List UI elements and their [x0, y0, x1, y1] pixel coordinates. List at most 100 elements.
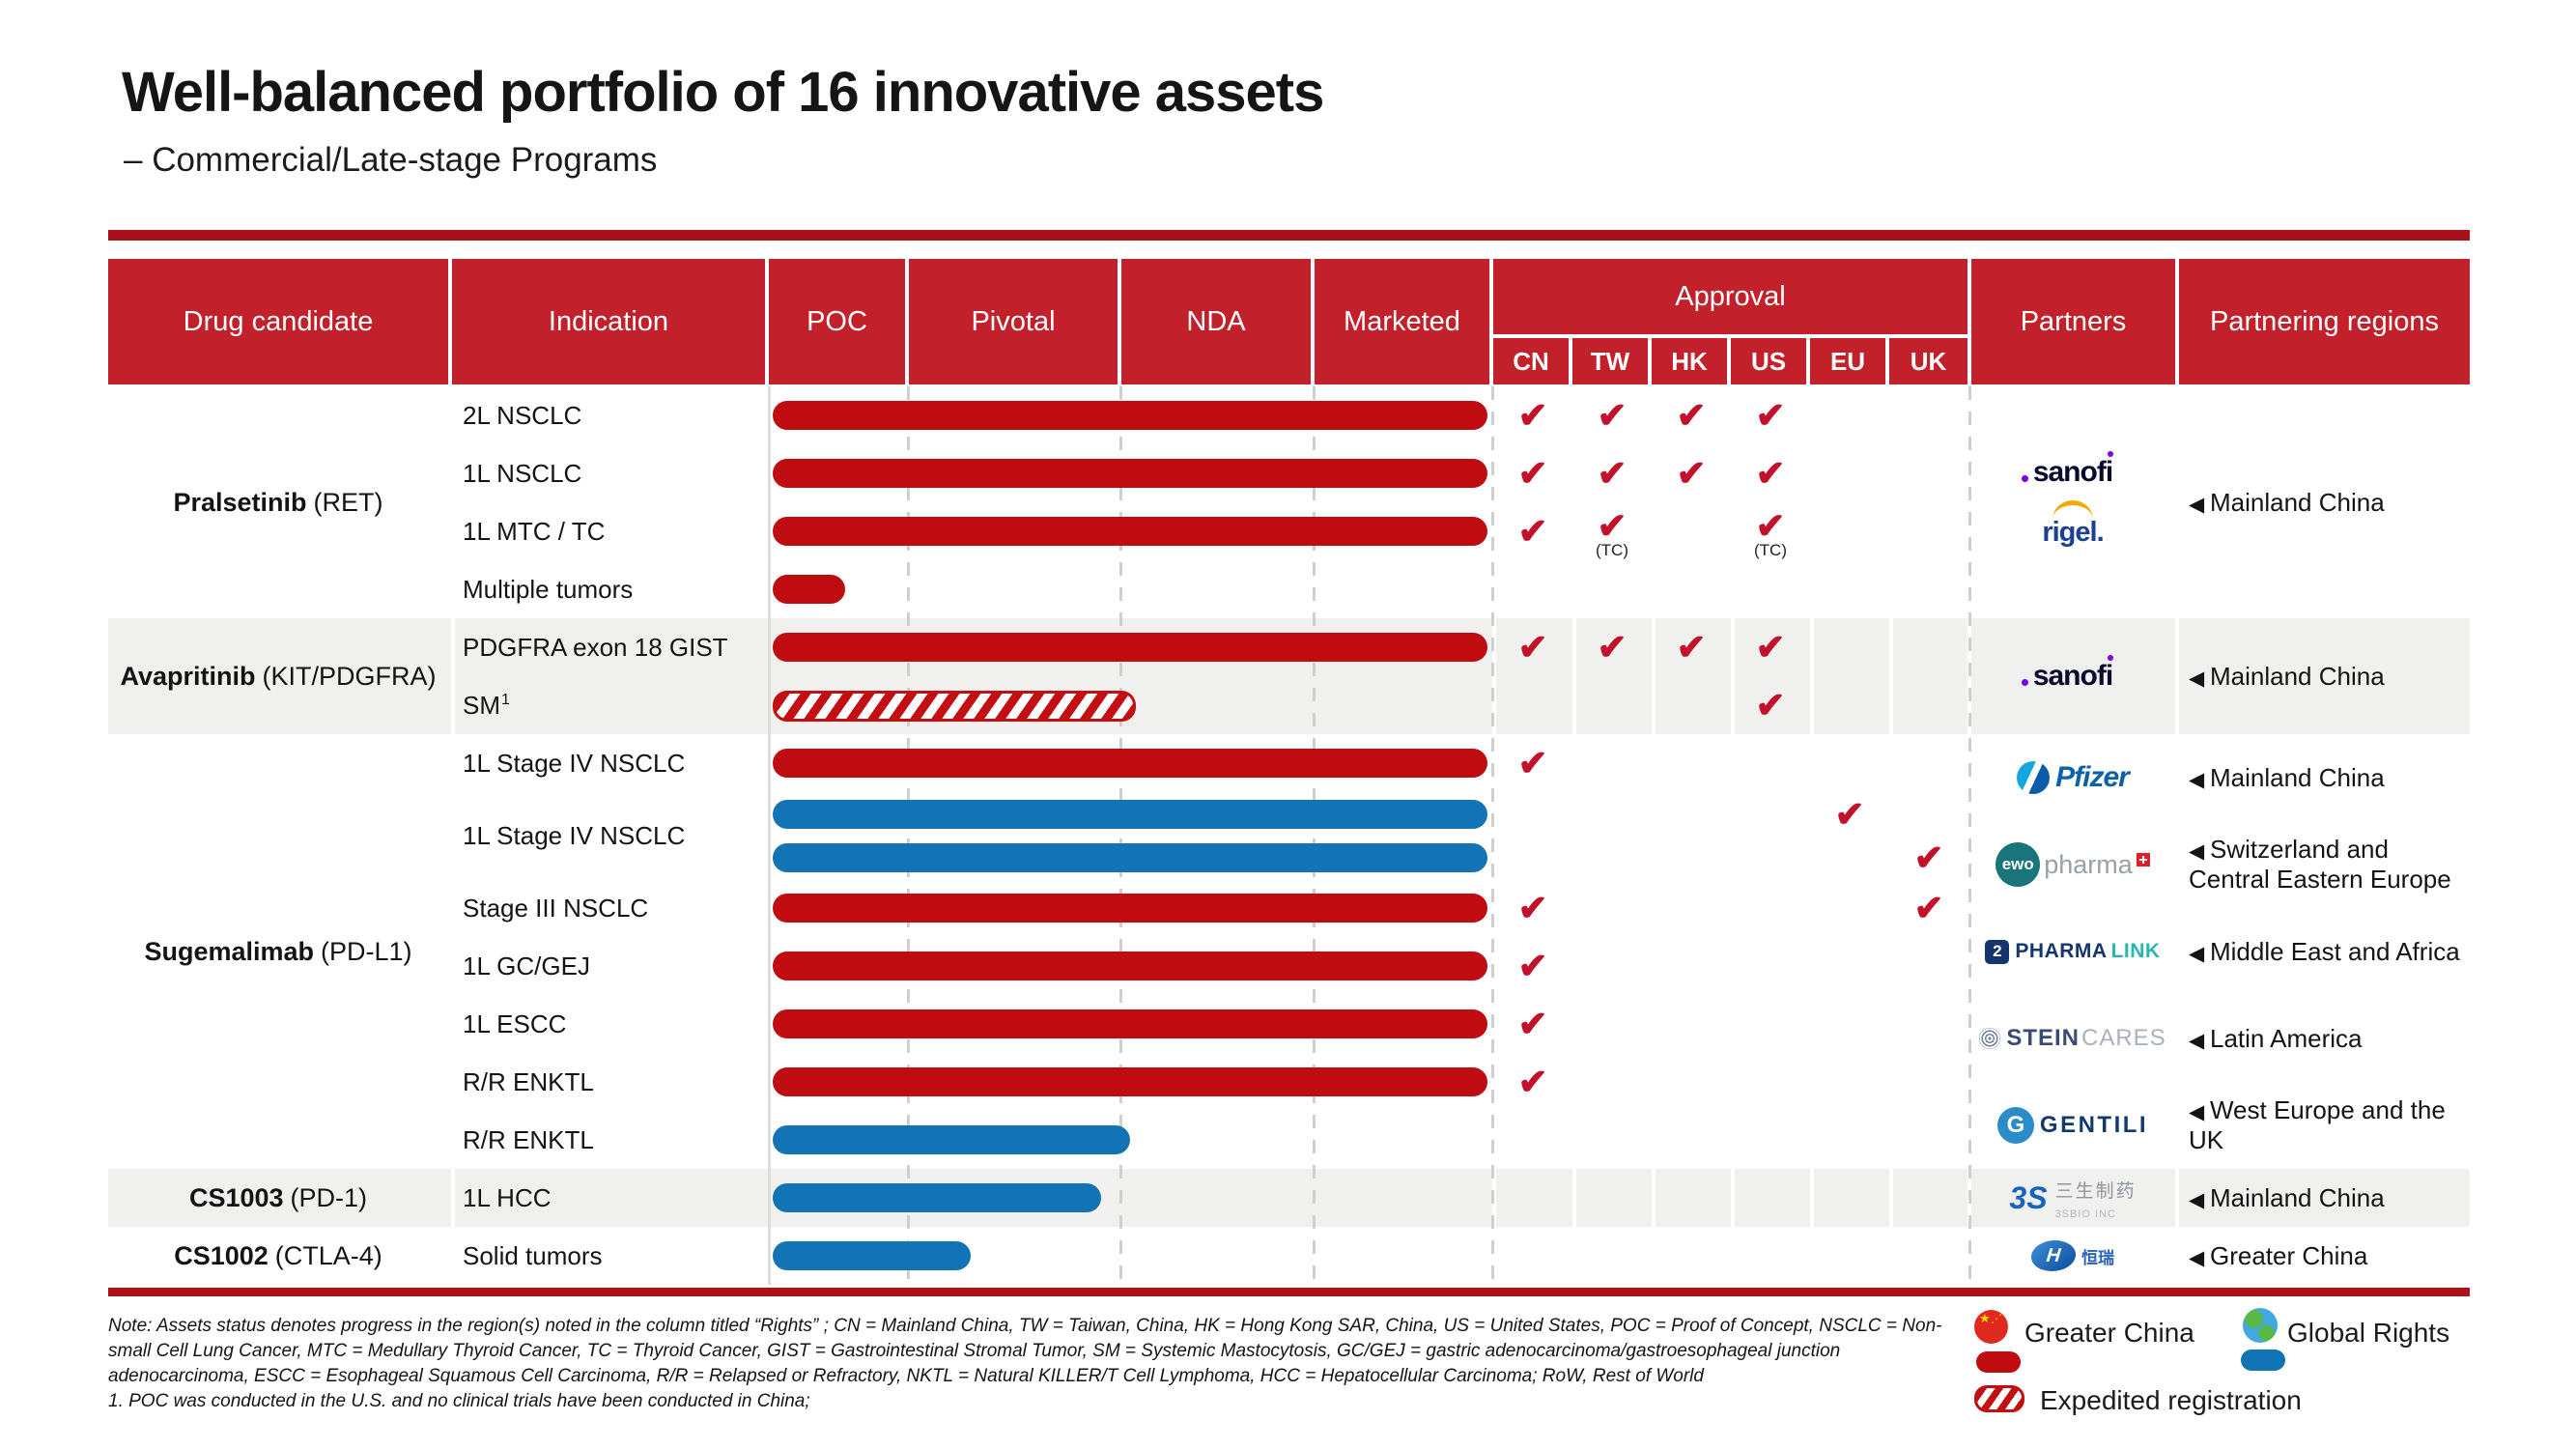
group-shaded-band	[108, 1169, 451, 1227]
group-shaded-band	[1735, 618, 1810, 734]
partnering-region: Switzerland and Central Eastern Europe	[2175, 835, 2470, 894]
partner-row: 3S 三生制药 3SBIO INC Mainland China	[1970, 1169, 2470, 1227]
legend-greater-china-label: Greater China	[2024, 1318, 2194, 1348]
hatched-bar-legend-icon	[1974, 1385, 2024, 1412]
check-note: (TC)	[1596, 541, 1628, 559]
partner-logo-text: sanofi	[2021, 451, 2114, 488]
china-flag-icon	[1974, 1310, 2008, 1344]
partner-logo-text: 三生制药	[2054, 1180, 2137, 1202]
pipeline-bar-red-hatched	[773, 691, 1136, 722]
partner-row: sanofi rigel. Mainland China	[1970, 386, 2470, 618]
pipeline-bar-red	[773, 401, 1487, 430]
partner-row: H恒瑞 Greater China	[1970, 1227, 2470, 1285]
indication-label: R/R ENKTL	[463, 1053, 758, 1111]
header-cell-approval: Approval	[1493, 259, 1967, 334]
check-icon: ✔	[1755, 506, 1786, 546]
indication-text: Stage III NSCLC	[463, 893, 649, 923]
pipeline-bar-red	[773, 517, 1487, 546]
partner-logo-text: 2	[1985, 939, 2010, 964]
footnotes: Note: Assets status denotes progress in …	[108, 1314, 1972, 1414]
pipeline-bar-blue	[773, 1125, 1130, 1154]
check-icon: ✔	[1676, 395, 1707, 436]
header-cell-drug-candidate: Drug candidate	[108, 259, 448, 384]
partner-logo-text: GENTILI	[2039, 1112, 2149, 1138]
indication-label: 1L ESCC	[463, 995, 758, 1053]
pipeline-bar-blue	[773, 842, 1487, 872]
drug-candidate-label: CS1003 (PD-1)	[108, 1169, 448, 1227]
check-icon: ✔	[1676, 627, 1707, 668]
red-bar-legend-icon	[1976, 1351, 2021, 1373]
group-shaded-band	[1735, 1169, 1810, 1227]
group-shaded-band	[1496, 1169, 1572, 1227]
partner-logo-pfizer: Pfizer	[2017, 761, 2130, 794]
globe-icon	[2243, 1308, 2278, 1343]
approval-check-CN: ✔	[1517, 514, 1547, 550]
approval-check-US: ✔	[1755, 688, 1785, 724]
group-shaded-band	[1496, 618, 1572, 734]
pipeline-bar-blue	[773, 1183, 1101, 1212]
header-cell-approval-eu: EU	[1810, 338, 1885, 384]
header-cell-marketed: Marketed	[1315, 259, 1489, 384]
partner-logos: sanofi	[1970, 655, 2175, 693]
footnote-line: Note: Assets status denotes progress in …	[108, 1316, 1942, 1336]
indication-label: Multiple tumors	[463, 560, 758, 618]
indication-label: SM1	[463, 676, 758, 734]
group-shaded-band	[1971, 618, 2175, 734]
partner-logos: Pfizer	[1970, 761, 2175, 794]
indication-label: 1L NSCLC	[463, 444, 758, 502]
partner-logo-text: 3SBIO INC	[2054, 1208, 2116, 1220]
indication-label: 1L Stage IV NSCLC	[463, 734, 758, 792]
column-divider-pivotal	[907, 386, 910, 1285]
group-shaded-band	[1576, 1169, 1652, 1227]
indication-label: 1L MTC / TC	[463, 502, 758, 560]
check-icon: ✔	[1755, 685, 1786, 725]
partner-row: Pfizer Mainland China	[1970, 734, 2470, 821]
partner-logo-sanofi: sanofi	[2021, 451, 2114, 489]
partners-cell: sanofi rigel. Mainland China	[1970, 386, 2470, 618]
partnering-region: Mainland China	[2175, 662, 2470, 692]
pipeline-bar-red	[773, 1009, 1487, 1038]
partner-logo-gentili: G GENTILI	[1996, 1107, 2149, 1144]
approval-check-TW: ✔	[1597, 398, 1627, 434]
partner-logo-rigel: rigel.	[2042, 500, 2104, 549]
partner-logos: sanofi rigel.	[1970, 451, 2175, 549]
legend-expedited-label: Expedited registration	[2040, 1385, 2302, 1415]
check-icon: ✔	[1755, 453, 1786, 494]
check-icon: ✔	[1517, 1062, 1548, 1102]
header-cell-approval-hk: HK	[1652, 338, 1727, 384]
partnering-region: Latin America	[2175, 1024, 2470, 1054]
check-icon: ✔	[1517, 511, 1548, 552]
indication-text: 1L Stage IV NSCLC	[463, 820, 686, 850]
check-icon: ✔	[1517, 627, 1548, 668]
partner-logo-sanofi: sanofi	[2021, 655, 2114, 693]
partner-logo-steincares: STEIN CARES	[1979, 1025, 2166, 1052]
check-icon: ✔	[1676, 453, 1707, 494]
top-rule	[108, 230, 2470, 241]
drug-candidate-target: (PD-L1)	[321, 936, 412, 966]
partner-logo-text: H	[2029, 1240, 2078, 1271]
header-cell-partners: Partners	[1971, 259, 2175, 384]
header-cell-partnering-regions: Partnering regions	[2179, 259, 2470, 384]
check-icon: ✔	[1755, 395, 1786, 436]
partner-logos: 2 PHARMA LINK	[1970, 939, 2175, 964]
approval-check-CN: ✔	[1517, 1007, 1547, 1042]
indication-text: R/R ENKTL	[463, 1124, 594, 1154]
approval-check-CN: ✔	[1517, 746, 1547, 781]
check-icon: ✔	[1517, 946, 1548, 986]
group-shaded-band	[108, 618, 451, 734]
check-icon: ✔	[1517, 1004, 1548, 1044]
partner-logos: G GENTILI	[1970, 1107, 2175, 1144]
drug-candidate-target: (RET)	[313, 487, 383, 517]
footnote-line: adenocarcinoma, ESCC = Esophageal Squamo…	[108, 1366, 1704, 1386]
approval-check-EU: ✔	[1834, 796, 1864, 832]
indication-label: 1L HCC	[463, 1169, 758, 1227]
drug-candidate-name: Sugemalimab	[144, 936, 315, 966]
partner-logos: 3S 三生制药 3SBIO INC	[1970, 1177, 2175, 1220]
approval-check-HK: ✔	[1676, 398, 1706, 434]
partner-logo-text: rigel.	[2042, 517, 2104, 548]
indication-text: R/R ENKTL	[463, 1066, 594, 1096]
partner-logo-text: Pfizer	[2055, 761, 2130, 793]
indication-text: 2L NSCLC	[463, 400, 582, 430]
